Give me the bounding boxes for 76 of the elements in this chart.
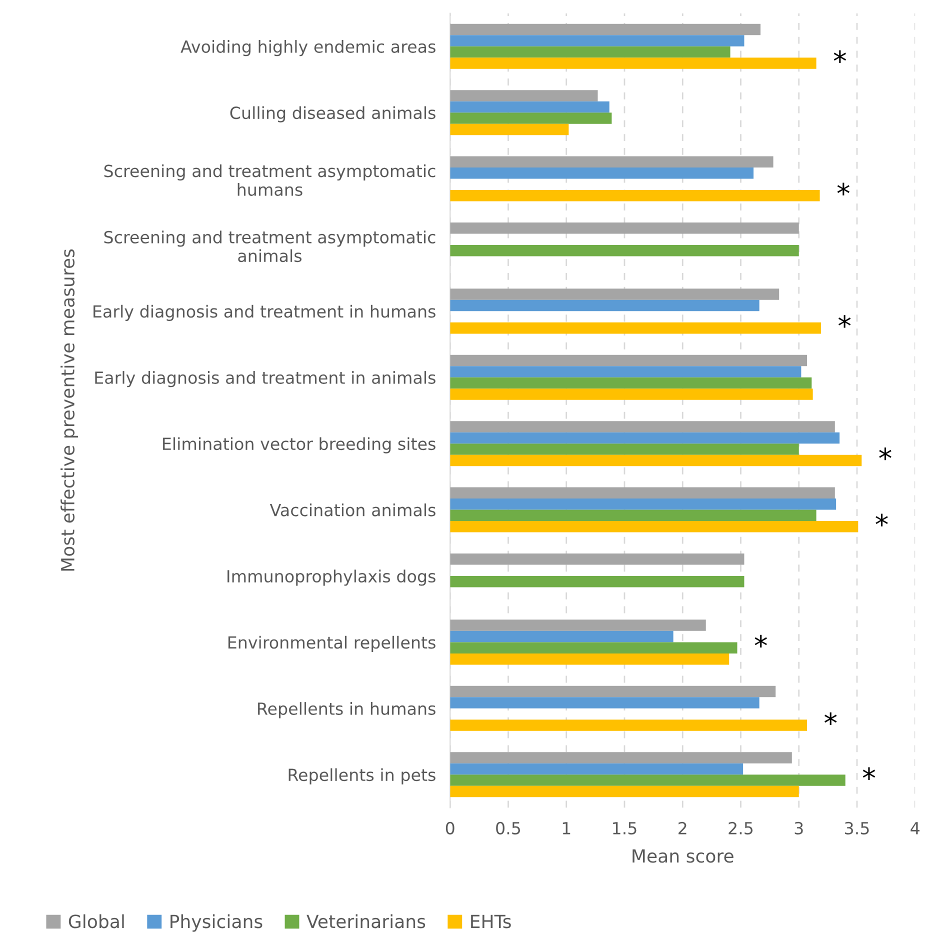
y-tick-label: Repellents in pets [288,768,436,784]
bar [450,288,780,300]
y-tick-label: Immunoprophylaxis dogs [228,570,436,586]
data-label: * [838,315,851,328]
bar [450,168,754,179]
bar [450,686,776,698]
bar [450,432,840,444]
data-label: * [879,448,892,460]
bar [450,90,598,102]
bar [450,366,802,378]
data-label: * [754,634,767,648]
bar [450,786,799,798]
bar [450,24,761,36]
x-tick-label: 0.5 [496,822,520,834]
y-tick-label: Repellents in humans [258,702,436,718]
data-label: * [876,514,888,526]
bar [450,156,774,168]
bar [450,521,858,532]
legend-label: Veterinarians [306,914,426,928]
bar [450,124,569,136]
bar [450,354,808,366]
bar [450,300,760,312]
y-tick-label: Avoiding highly endemic areas [180,40,436,56]
y-tick-label: Elimination vector breeding sites [163,437,436,454]
y-tick-label: Screening and treatment asymptomatic humans [104,164,436,196]
bar [450,553,744,565]
bar [450,498,836,510]
bar [450,763,744,775]
bar [450,421,835,432]
bar [450,58,816,69]
legend-label: Global [68,914,124,928]
x-tick-label: 1 [562,822,570,834]
x-tick-label: 2.5 [728,822,753,834]
x-tick-label: 4 [910,822,920,834]
bar [450,35,744,46]
bar [450,322,821,334]
bar [450,697,760,708]
bar [450,222,799,234]
bar [450,377,812,389]
bar [450,190,820,202]
legend-label: EHTs [471,914,511,928]
bar [450,576,744,588]
bar [450,487,835,499]
data-label: * [824,712,837,725]
data-label: * [862,767,876,780]
bar [450,510,816,522]
y-tick-label: Vaccination animals [270,503,436,516]
bar [450,752,792,764]
data-label: * [834,50,846,63]
bar [450,444,799,455]
x-tick-label: 1.5 [613,822,636,834]
x-tick-label: 3 [794,822,803,834]
bar [450,620,706,631]
bar [450,720,808,731]
y-tick-label: Culling diseased animals [230,106,436,122]
y-tick-label: Early diagnosis and treatment in animals [95,371,436,388]
data-label: * [837,182,850,196]
bar [450,112,612,124]
bar [450,630,674,642]
x-axis-title: Mean score [632,849,734,863]
bar [450,244,799,256]
bar [450,46,730,58]
y-tick-label: Early diagnosis and treatment in humans [94,304,436,321]
bar [450,774,846,786]
bar [450,388,813,400]
bar [450,642,738,654]
legend-label: Physicians [170,914,262,932]
y-axis-title: Most effective preventive measures [60,249,78,571]
x-tick-label: 0 [446,822,454,834]
y-tick-label: Screening and treatment asymptomatic animals [104,230,436,262]
x-tick-label: 3.5 [845,822,869,834]
x-tick-label: 2 [678,822,686,834]
y-tick-label: Environmental repellents [228,636,436,652]
bar [450,653,730,665]
bar [450,101,610,113]
bar [450,454,862,466]
